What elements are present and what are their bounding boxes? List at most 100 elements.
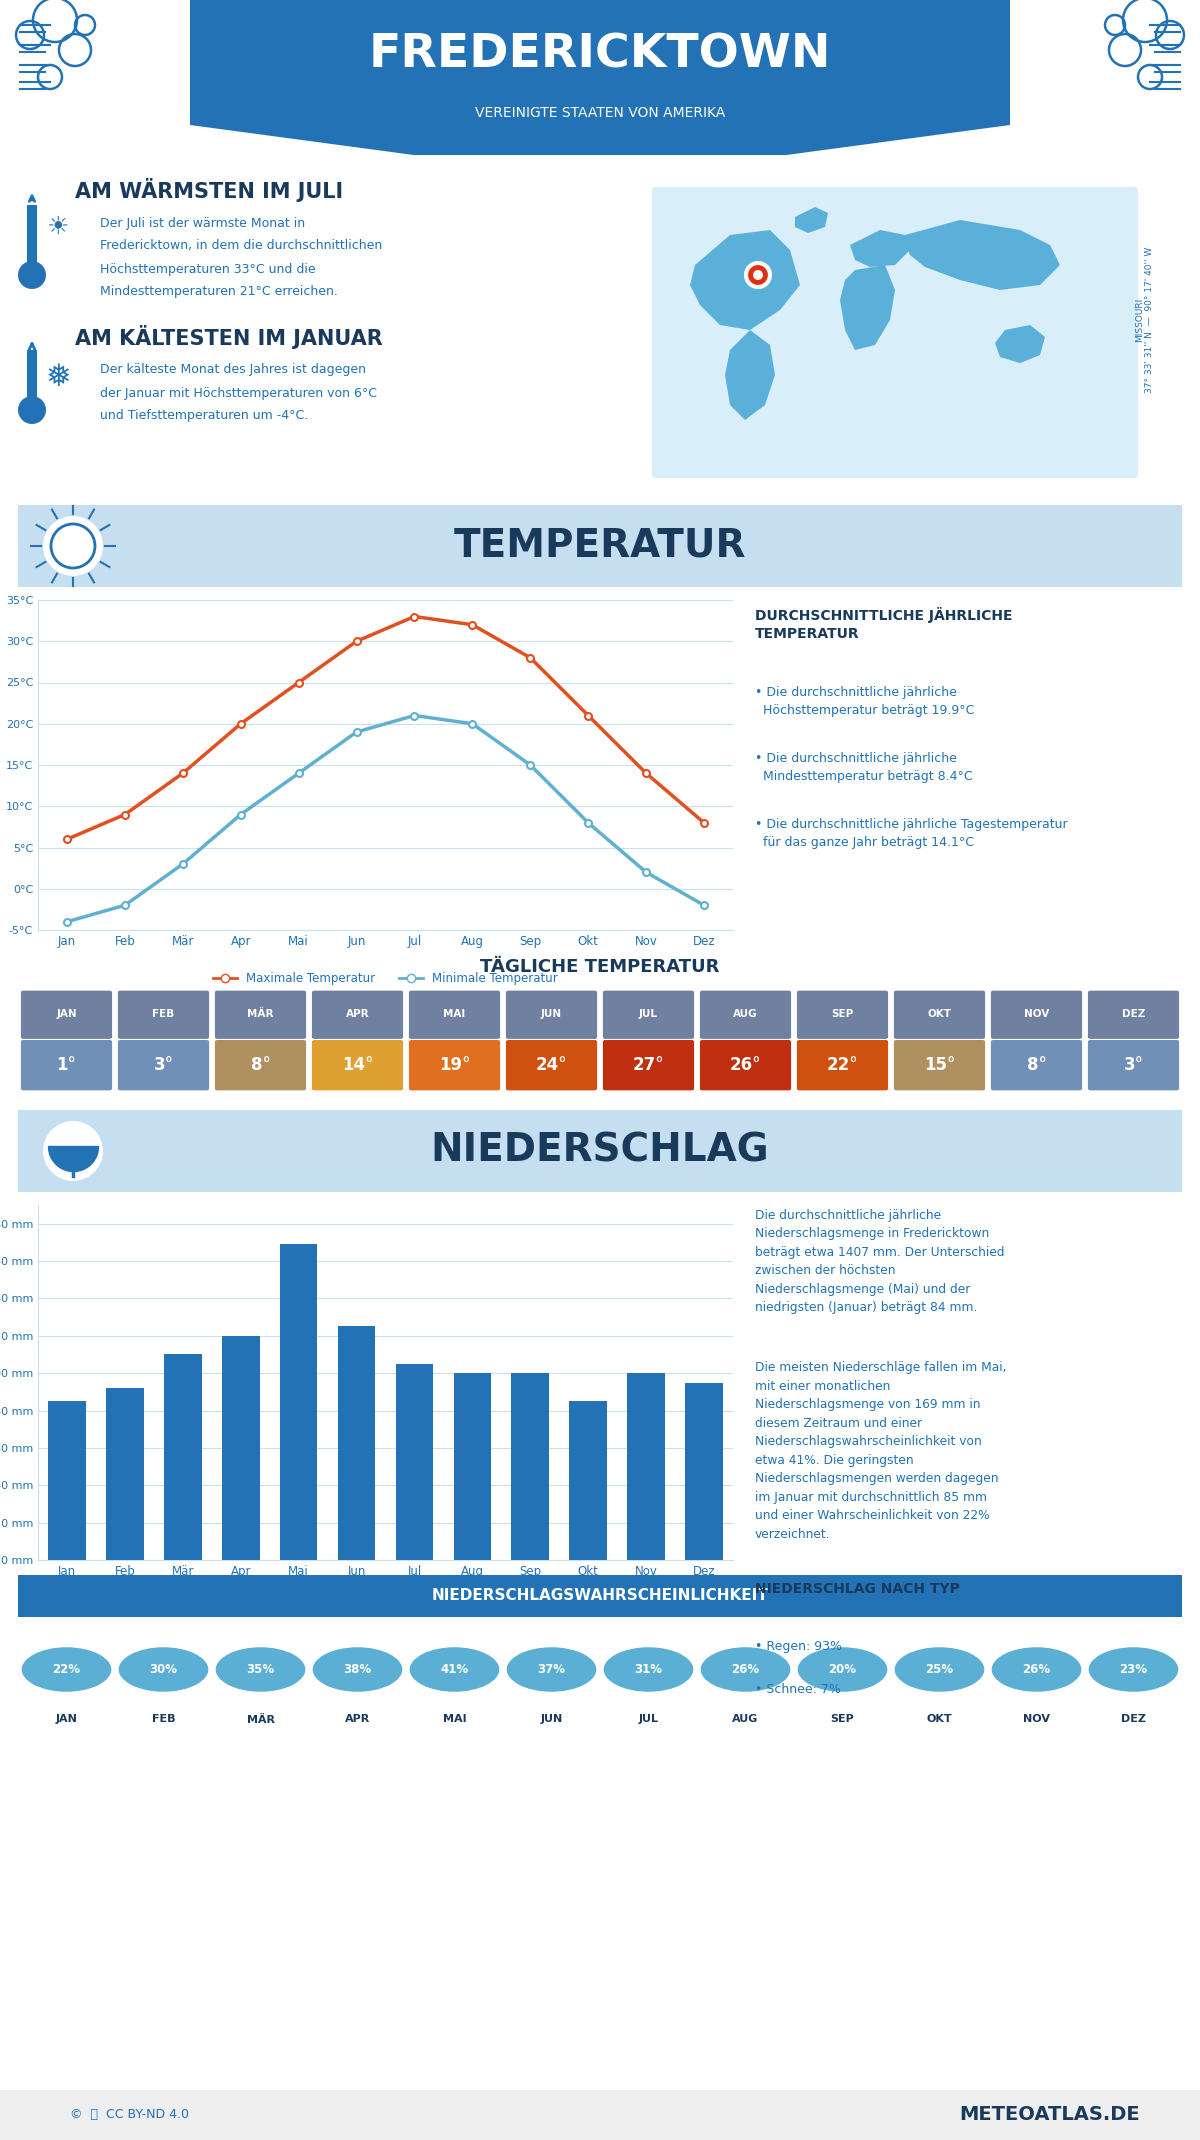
Text: 25%: 25% bbox=[925, 1663, 954, 1676]
FancyBboxPatch shape bbox=[215, 991, 306, 1038]
Text: 22°: 22° bbox=[827, 1057, 858, 1074]
Text: AUG: AUG bbox=[733, 1010, 758, 1019]
FancyBboxPatch shape bbox=[991, 991, 1082, 1038]
Text: 8°: 8° bbox=[251, 1057, 270, 1074]
Text: NOV: NOV bbox=[1024, 1010, 1049, 1019]
Text: SEP: SEP bbox=[830, 1714, 854, 1725]
Text: • Die durchschnittliche jährliche
  Höchsttemperatur beträgt 19.9°C: • Die durchschnittliche jährliche Höchst… bbox=[755, 685, 974, 717]
Text: JUN: JUN bbox=[541, 1010, 562, 1019]
Text: AM KÄLTESTEN IM JANUAR: AM KÄLTESTEN IM JANUAR bbox=[74, 325, 383, 349]
Text: • Schnee: 7%: • Schnee: 7% bbox=[755, 1684, 841, 1697]
FancyBboxPatch shape bbox=[797, 991, 888, 1038]
Text: OKT: OKT bbox=[928, 1010, 952, 1019]
Polygon shape bbox=[905, 220, 1060, 291]
Bar bbox=[511, 1374, 550, 1560]
FancyBboxPatch shape bbox=[652, 186, 1138, 477]
Text: JAN: JAN bbox=[56, 1010, 77, 1019]
FancyBboxPatch shape bbox=[118, 1040, 209, 1091]
FancyBboxPatch shape bbox=[409, 991, 500, 1038]
Circle shape bbox=[18, 396, 46, 424]
Text: 3°: 3° bbox=[154, 1057, 174, 1074]
FancyBboxPatch shape bbox=[20, 991, 112, 1038]
Text: • Die durchschnittliche jährliche Tagestemperatur
  für das ganze Jahr beträgt 1: • Die durchschnittliche jährliche Tagest… bbox=[755, 817, 1068, 850]
FancyBboxPatch shape bbox=[312, 991, 403, 1038]
FancyBboxPatch shape bbox=[700, 991, 791, 1038]
Circle shape bbox=[698, 1646, 792, 1693]
Text: ☀: ☀ bbox=[47, 214, 70, 240]
Text: der Januar mit Höchsttemperaturen von 6°C: der Januar mit Höchsttemperaturen von 6°… bbox=[100, 387, 377, 400]
Text: 26%: 26% bbox=[732, 1663, 760, 1676]
Bar bbox=[28, 351, 37, 411]
Text: Höchsttemperaturen 33°C und die: Höchsttemperaturen 33°C und die bbox=[100, 263, 316, 276]
FancyBboxPatch shape bbox=[602, 991, 694, 1038]
Circle shape bbox=[43, 1121, 103, 1181]
Text: SEP: SEP bbox=[832, 1010, 853, 1019]
Bar bbox=[628, 1374, 665, 1560]
Text: JAN: JAN bbox=[55, 1714, 78, 1725]
Bar bbox=[48, 1402, 85, 1560]
Text: Die meisten Niederschläge fallen im Mai,
mit einer monatlichen
Niederschlagsmeng: Die meisten Niederschläge fallen im Mai,… bbox=[755, 1361, 1007, 1541]
Circle shape bbox=[754, 270, 763, 280]
Bar bbox=[454, 1374, 491, 1560]
Polygon shape bbox=[840, 265, 895, 351]
Circle shape bbox=[602, 1646, 695, 1693]
Legend: Maximale Temperatur, Minimale Temperatur: Maximale Temperatur, Minimale Temperatur bbox=[209, 967, 563, 991]
Bar bbox=[164, 1355, 202, 1560]
FancyBboxPatch shape bbox=[14, 1573, 1186, 1620]
Text: JUL: JUL bbox=[640, 1010, 658, 1019]
Polygon shape bbox=[190, 0, 1010, 180]
Text: 14°: 14° bbox=[342, 1057, 373, 1074]
Circle shape bbox=[214, 1646, 307, 1693]
FancyBboxPatch shape bbox=[1088, 1040, 1180, 1091]
Bar bbox=[106, 1389, 144, 1560]
Circle shape bbox=[20, 1646, 113, 1693]
Text: 27°: 27° bbox=[632, 1057, 665, 1074]
Text: FEB: FEB bbox=[152, 1010, 175, 1019]
Text: 23%: 23% bbox=[1120, 1663, 1147, 1676]
Bar bbox=[569, 1402, 607, 1560]
Text: 1°: 1° bbox=[56, 1057, 77, 1074]
Text: Die durchschnittliche jährliche
Niederschlagsmenge in Fredericktown
beträgt etwa: Die durchschnittliche jährliche Niedersc… bbox=[755, 1209, 1004, 1314]
FancyBboxPatch shape bbox=[409, 1040, 500, 1091]
Circle shape bbox=[311, 1646, 404, 1693]
Text: NIEDERSCHLAG NACH TYP: NIEDERSCHLAG NACH TYP bbox=[755, 1581, 960, 1596]
Text: 24°: 24° bbox=[535, 1057, 568, 1074]
Text: MISSOURI: MISSOURI bbox=[1135, 297, 1145, 342]
Text: APR: APR bbox=[346, 1010, 370, 1019]
Text: MÄR: MÄR bbox=[247, 1010, 274, 1019]
FancyBboxPatch shape bbox=[506, 991, 598, 1038]
Polygon shape bbox=[995, 325, 1045, 364]
Polygon shape bbox=[690, 229, 800, 330]
Text: APR: APR bbox=[344, 1714, 370, 1725]
Circle shape bbox=[990, 1646, 1084, 1693]
Text: METEOATLAS.DE: METEOATLAS.DE bbox=[960, 2106, 1140, 2125]
Text: FEB: FEB bbox=[151, 1714, 175, 1725]
FancyBboxPatch shape bbox=[118, 991, 209, 1038]
Text: 15°: 15° bbox=[924, 1057, 955, 1074]
Text: 37%: 37% bbox=[538, 1663, 565, 1676]
Text: 20%: 20% bbox=[828, 1663, 857, 1676]
Text: 8°: 8° bbox=[1026, 1057, 1046, 1074]
Text: VEREINIGTE STAATEN VON AMERIKA: VEREINIGTE STAATEN VON AMERIKA bbox=[475, 107, 725, 120]
Text: NIEDERSCHLAGSWAHRSCHEINLICHKEIT: NIEDERSCHLAGSWAHRSCHEINLICHKEIT bbox=[432, 1588, 768, 1603]
FancyBboxPatch shape bbox=[506, 1040, 598, 1091]
Text: Fredericktown, in dem die durchschnittlichen: Fredericktown, in dem die durchschnittli… bbox=[100, 240, 383, 253]
Text: FREDERICKTOWN: FREDERICKTOWN bbox=[368, 32, 832, 77]
FancyBboxPatch shape bbox=[894, 991, 985, 1038]
Legend: Niederschlagssumme: Niederschlagssumme bbox=[301, 1588, 470, 1611]
Circle shape bbox=[18, 261, 46, 289]
Text: AM WÄRMSTEN IM JULI: AM WÄRMSTEN IM JULI bbox=[74, 178, 343, 201]
Text: 31%: 31% bbox=[635, 1663, 662, 1676]
Text: 37° 33' 31'' N  —  90° 17' 40'' W: 37° 33' 31'' N — 90° 17' 40'' W bbox=[1146, 246, 1154, 394]
Polygon shape bbox=[850, 229, 910, 268]
Bar bbox=[280, 1243, 318, 1560]
Circle shape bbox=[1087, 1646, 1180, 1693]
Text: Der Juli ist der wärmste Monat in: Der Juli ist der wärmste Monat in bbox=[100, 216, 305, 229]
Text: DEZ: DEZ bbox=[1121, 1714, 1146, 1725]
Bar bbox=[222, 1335, 259, 1560]
Circle shape bbox=[746, 263, 770, 287]
FancyBboxPatch shape bbox=[700, 1040, 791, 1091]
Text: 19°: 19° bbox=[439, 1057, 470, 1074]
Circle shape bbox=[796, 1646, 889, 1693]
Text: und Tiefsttemperaturen um -4°C.: und Tiefsttemperaturen um -4°C. bbox=[100, 409, 308, 422]
